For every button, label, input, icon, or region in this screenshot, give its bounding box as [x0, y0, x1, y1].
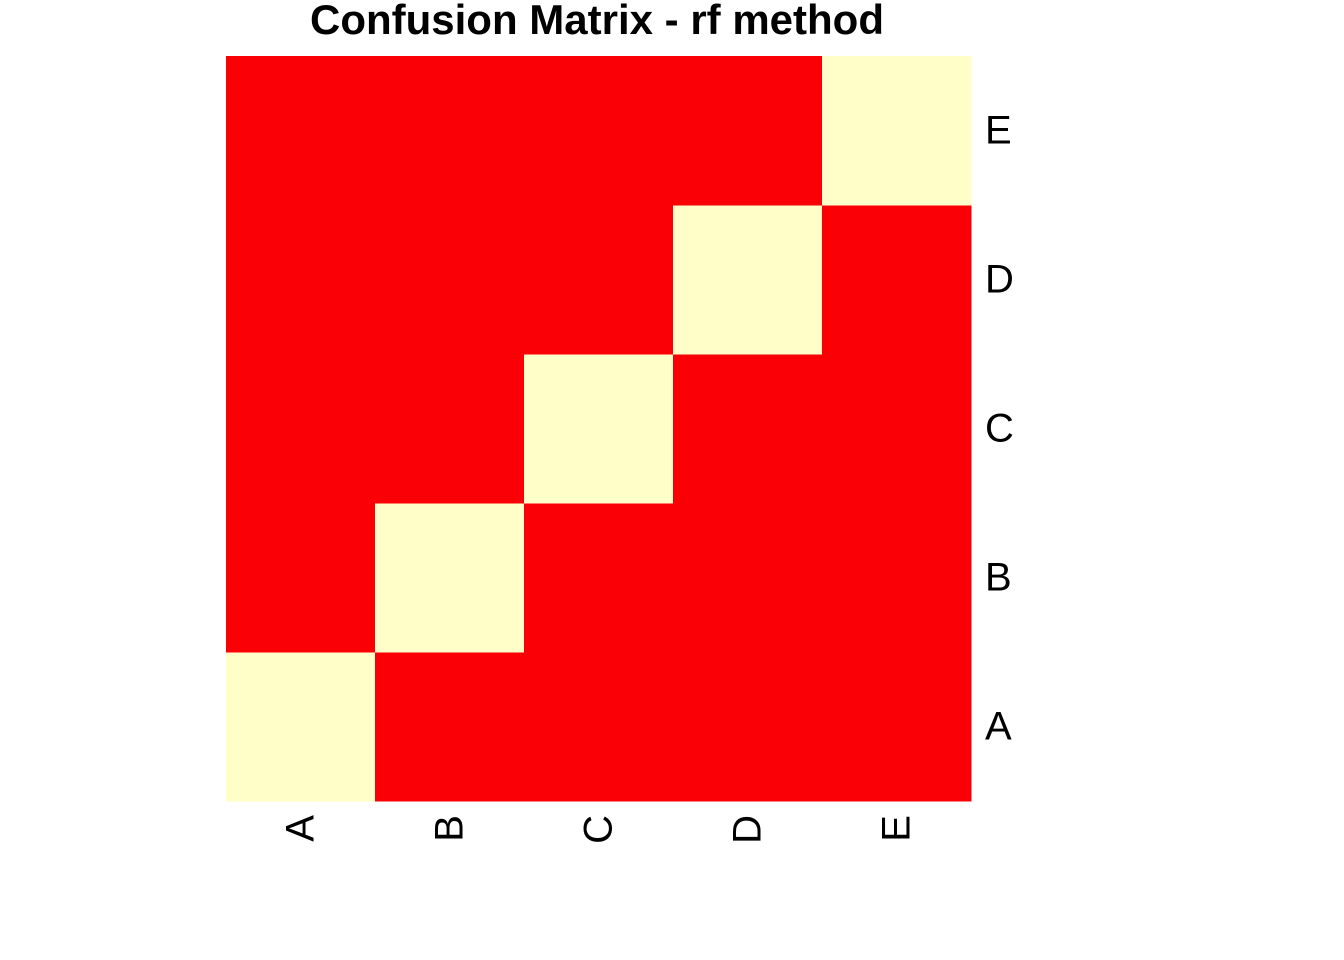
- y-tick-label-E: E: [985, 109, 1012, 153]
- x-tick-label-C: C: [577, 815, 621, 844]
- x-tick-label-D: D: [726, 815, 770, 844]
- heatmap-cell-B-C: [375, 354, 525, 504]
- heatmap-cell-E-A: [822, 652, 972, 802]
- chart-title: Confusion Matrix - rf method: [310, 0, 884, 43]
- heatmap-cell-E-C: [822, 354, 972, 504]
- heatmap-cell-A-C: [226, 354, 376, 504]
- y-tick-label-B: B: [985, 556, 1012, 600]
- heatmap-cell-C-C: [524, 354, 674, 504]
- heatmap-cell-D-C: [673, 354, 823, 504]
- heatmap-cell-D-D: [673, 205, 823, 355]
- heatmap-cell-B-D: [375, 205, 525, 355]
- heatmap-cell-B-B: [375, 503, 525, 653]
- heatmap-cell-B-A: [375, 652, 525, 802]
- heatmap-cell-C-E: [524, 56, 674, 206]
- heatmap-cell-E-D: [822, 205, 972, 355]
- heatmap-cell-A-B: [226, 503, 376, 653]
- x-axis-tick-labels: A B C D E: [279, 815, 919, 844]
- x-tick-label-E: E: [875, 815, 919, 842]
- x-tick-label-A: A: [279, 815, 323, 842]
- heatmap-cell-B-E: [375, 56, 525, 206]
- heatmap-cell-C-B: [524, 503, 674, 653]
- y-tick-label-C: C: [985, 407, 1014, 451]
- heatmap-cell-C-D: [524, 205, 674, 355]
- y-axis-tick-labels: A B C D E: [985, 109, 1014, 749]
- y-tick-label-A: A: [985, 705, 1012, 749]
- heatmap-cell-E-B: [822, 503, 972, 653]
- heatmap-cell-A-E: [226, 56, 376, 206]
- x-tick-label-B: B: [428, 815, 472, 842]
- heatmap-cells: [226, 56, 972, 802]
- heatmap-cell-C-A: [524, 652, 674, 802]
- heatmap-cell-A-A: [226, 652, 376, 802]
- heatmap-cell-D-B: [673, 503, 823, 653]
- heatmap-cell-D-E: [673, 56, 823, 206]
- heatmap-cell-D-A: [673, 652, 823, 802]
- heatmap-cell-E-E: [822, 56, 972, 206]
- y-tick-label-D: D: [985, 258, 1014, 302]
- heatmap-cell-A-D: [226, 205, 376, 355]
